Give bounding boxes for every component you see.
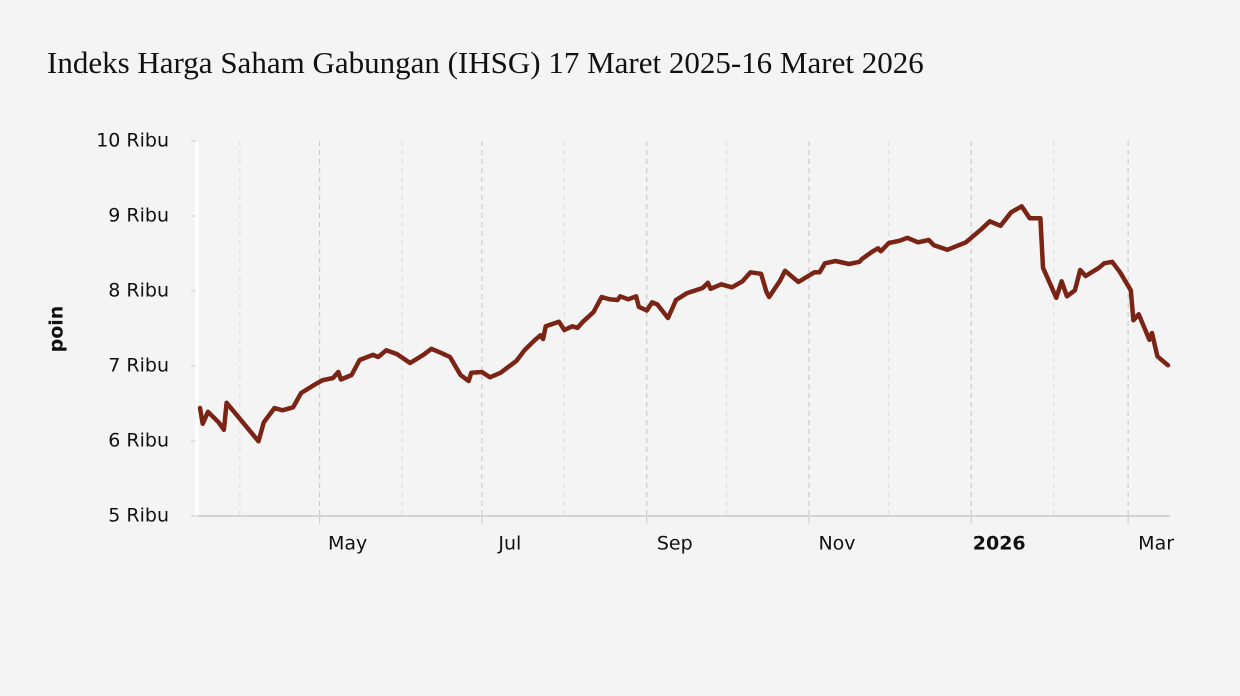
x-tick-label: May [328, 533, 367, 555]
y-tick-label: 10 Ribu [96, 130, 169, 152]
x-tick-label: Sep [657, 533, 693, 555]
y-axis-label: poin [46, 306, 68, 353]
y-tick-label: 6 Ribu [108, 430, 169, 452]
x-tick-label: Jul [497, 533, 521, 555]
y-tick-label: 7 Ribu [108, 355, 169, 377]
y-tick-label: 8 Ribu [108, 280, 169, 302]
x-tick-label: 2026 [973, 533, 1026, 555]
y-tick-label: 5 Ribu [108, 505, 169, 527]
series-line [197, 204, 1171, 444]
x-tick-label: Mar [1138, 533, 1174, 555]
chart-title: Indeks Harga Saham Gabungan (IHSG) 17 Ma… [47, 45, 924, 80]
y-tick-label: 9 Ribu [108, 205, 169, 227]
x-tick-label: Nov [818, 533, 855, 555]
